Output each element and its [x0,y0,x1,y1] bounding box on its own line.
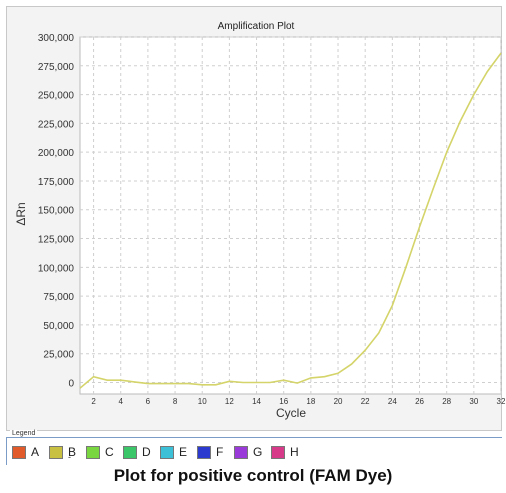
legend-swatch [12,445,26,459]
y-tick-label: 0 [68,378,74,389]
x-axis-label: Cycle [276,406,306,420]
x-tick-label: 30 [469,397,478,406]
x-tick-label: 4 [119,397,124,406]
x-tick-label: 8 [173,397,178,406]
x-tick-label: 28 [442,397,451,406]
y-tick-label: 100,000 [38,263,75,274]
y-tick-label: 75,000 [43,292,74,303]
legend-swatch [160,445,174,459]
x-tick-label: 20 [334,397,343,406]
legend-label: H [290,445,299,459]
legend-swatch [271,445,285,459]
x-tick-label: 26 [415,397,424,406]
caption: Plot for positive control (FAM Dye) [113,466,393,485]
legend-under-mark: - [68,452,71,462]
y-tick-label: 150,000 [38,206,75,217]
legend-swatch [86,445,100,459]
series-line [79,52,502,389]
x-tick-label: 12 [225,397,234,406]
y-tick-label: 125,000 [38,235,75,246]
legend-title: Legend [10,430,38,437]
legend-item-f[interactable]: F [197,445,223,459]
y-tick-labels: 0 25,000 50,000 75,000 100,000 125,000 150,000… [38,33,75,389]
legend-label: E [179,445,188,459]
legend-box [6,437,502,465]
y-tick-label: 50,000 [43,321,74,332]
x-tick-label: 10 [198,397,207,406]
y-axis-label: ΔRn [14,202,28,225]
x-tick-label: 22 [361,397,370,406]
legend-swatch [197,445,211,459]
y-tick-label: 275,000 [38,62,75,73]
x-tick-label: 6 [146,397,151,406]
legend-item-e[interactable]: E [160,445,187,459]
x-tick-labels: 2 4 6 8 10 12 14 16 18 20 22 24 26 28 30 32 [91,397,506,406]
x-tick-label: 16 [279,397,288,406]
legend-item-c[interactable]: C [86,445,114,459]
legend-label: A [31,445,40,459]
y-tick-label: 175,000 [38,177,75,188]
legend-label: G [253,445,263,459]
series-layer [79,52,502,389]
legend-item-a[interactable]: A [12,445,39,459]
x-tick-label: 14 [252,397,261,406]
legend-item-d[interactable]: D [123,445,151,459]
legend-swatch [123,445,137,459]
y-tick-label: 250,000 [38,91,75,102]
legend-label: C [105,445,114,459]
grid-layer [80,36,502,394]
x-tick-label: 24 [388,397,397,406]
y-tick-label: 25,000 [43,350,74,361]
plot-area [79,36,502,395]
y-tick-label: 200,000 [38,148,75,159]
legend-swatch [234,445,248,459]
chart-title: Amplification Plot [218,21,295,32]
x-tick-label: 2 [91,397,96,406]
y-tick-label: 225,000 [38,119,75,130]
y-tick-label: 300,000 [38,33,75,44]
legend-item-g[interactable]: G [234,445,262,459]
legend-label: B [68,445,77,459]
amplification-chart: Amplification Plot 0 25,000 50,000 75,000 10… [14,21,506,420]
legend-label: F [216,445,224,459]
legend-item-b[interactable]: B [49,445,76,459]
x-tick-label: 18 [306,397,315,406]
x-tick-label: 32 [497,397,506,406]
legend-item-h[interactable]: H [271,445,299,459]
legend-label: D [142,445,151,459]
legend-swatch [49,445,63,459]
